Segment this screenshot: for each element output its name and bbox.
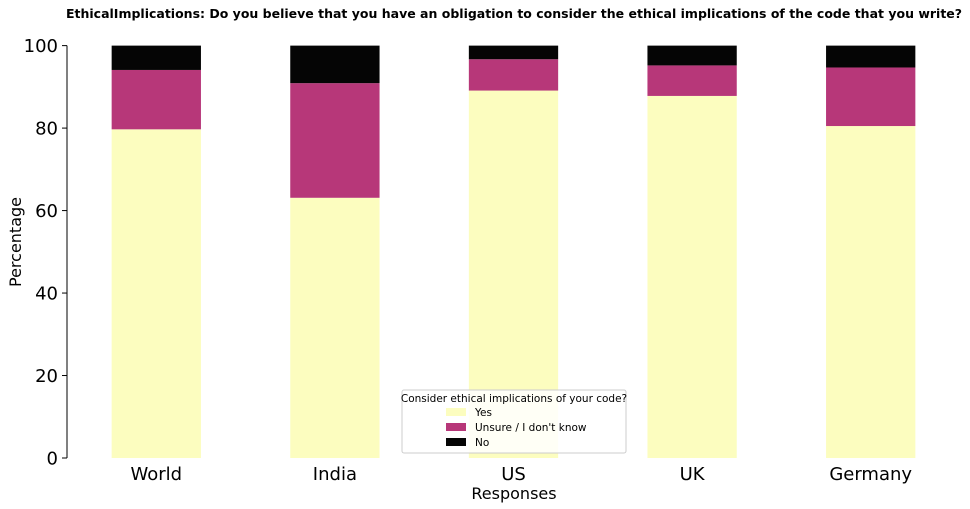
legend-entry-label: Unsure / I don't know — [475, 422, 587, 434]
x-tick-label: US — [501, 464, 526, 485]
bar-world-unsure-i-don-t-know — [111, 69, 201, 130]
bar-uk-no — [647, 45, 737, 66]
bar-uk-yes — [647, 95, 737, 459]
y-tick-label: 80 — [35, 119, 58, 140]
bar-germany-yes — [826, 126, 916, 458]
bar-world-yes — [111, 129, 201, 458]
legend: Consider ethical implications of your co… — [401, 389, 627, 454]
legend-box — [401, 389, 627, 454]
legend-swatch — [446, 423, 466, 431]
chart-title: EthicalImplications: Do you believe that… — [66, 6, 962, 21]
x-tick-label: Germany — [829, 464, 912, 485]
x-axis-label: Responses — [471, 484, 556, 503]
y-tick-label: 100 — [24, 36, 58, 57]
legend-entry-label: No — [475, 437, 489, 449]
y-tick-label: 0 — [47, 449, 58, 470]
y-tick-label: 40 — [35, 284, 58, 305]
bar-india-unsure-i-don-t-know — [290, 83, 380, 198]
legend-swatch — [446, 438, 466, 446]
bar-uk-unsure-i-don-t-know — [647, 65, 737, 96]
bar-us-no — [468, 45, 559, 60]
legend-swatch — [446, 408, 466, 416]
bar-india-yes — [290, 197, 380, 459]
bar-germany-no — [826, 45, 916, 68]
y-tick-label: 60 — [35, 201, 58, 222]
y-tick-label: 20 — [35, 366, 58, 387]
bar-world-no — [111, 45, 201, 70]
x-tick-label: World — [131, 464, 183, 485]
y-axis-label: Percentage — [6, 197, 25, 287]
bar-germany-unsure-i-don-t-know — [826, 67, 916, 127]
plot-area — [111, 45, 916, 459]
bar-us-unsure-i-don-t-know — [468, 59, 559, 91]
bar-india-no — [290, 45, 380, 84]
x-axis: World India US UK Germany — [131, 464, 913, 485]
y-axis: 0 20 40 60 80 100 — [24, 36, 68, 470]
x-tick-label: UK — [680, 464, 706, 485]
legend-title: Consider ethical implications of your co… — [401, 393, 627, 405]
legend-entry-label: Yes — [474, 407, 492, 419]
x-tick-label: India — [313, 464, 357, 485]
